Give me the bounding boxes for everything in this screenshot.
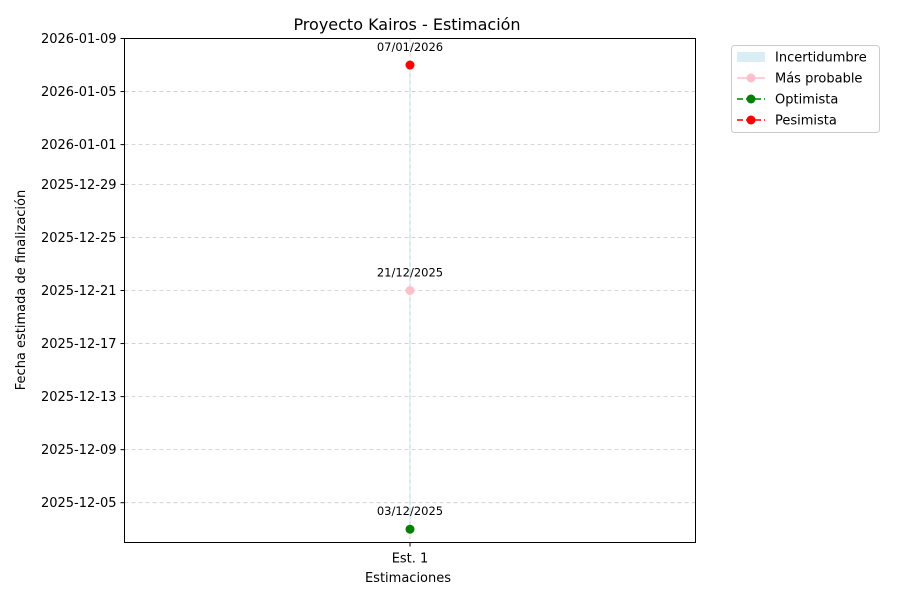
y-tick-label: 2026-01-01	[41, 138, 117, 153]
data-point-pesimista	[405, 60, 415, 70]
y-axis: 2025-12-05 2025-12-09 2025-12-13 2025-12-17…	[41, 32, 125, 511]
legend-frame	[731, 45, 880, 133]
legend-label: Pesimista	[775, 114, 837, 129]
y-tick-label: 2025-12-17	[41, 337, 117, 352]
data-point-mas-probable	[405, 286, 415, 295]
data-marks: 21/12/2025 03/12/2025 07/01/2026	[377, 40, 443, 534]
data-label-pesimista: 07/01/2026	[377, 40, 443, 54]
legend-swatch-uncertainty	[737, 52, 765, 62]
data-point-optimista	[405, 524, 415, 534]
uncertainty-area	[409, 65, 411, 530]
legend-marker	[746, 73, 756, 83]
y-tick-label: 2025-12-29	[41, 178, 117, 193]
legend: Incertidumbre Más probable Optimista Pesimi…	[731, 45, 880, 133]
data-label-mas-probable: 21/12/2025	[377, 266, 443, 280]
y-tick-label: 2025-12-05	[41, 496, 117, 511]
chart-title: Proyecto Kairos - Estimación	[293, 15, 520, 34]
uncertainty-band	[409, 65, 411, 530]
legend-label: Incertidumbre	[775, 51, 867, 66]
x-tick-label: Est. 1	[392, 552, 429, 567]
x-axis: Est. 1	[392, 542, 429, 567]
y-tick-label: 2026-01-05	[41, 85, 117, 100]
legend-marker	[746, 94, 756, 104]
legend-marker	[746, 115, 756, 125]
y-tick-label: 2025-12-25	[41, 231, 117, 246]
x-axis-label: Estimaciones	[365, 571, 451, 586]
legend-label: Más probable	[775, 72, 862, 87]
y-tick-label: 2025-12-13	[41, 390, 117, 405]
y-axis-label: Fecha estimada de finalización	[14, 190, 29, 390]
y-tick-label: 2025-12-21	[41, 284, 117, 299]
legend-label: Optimista	[775, 93, 838, 108]
y-tick-label: 2025-12-09	[41, 443, 117, 458]
y-tick-label: 2026-01-09	[41, 32, 117, 47]
data-label-optimista: 03/12/2025	[377, 504, 443, 518]
